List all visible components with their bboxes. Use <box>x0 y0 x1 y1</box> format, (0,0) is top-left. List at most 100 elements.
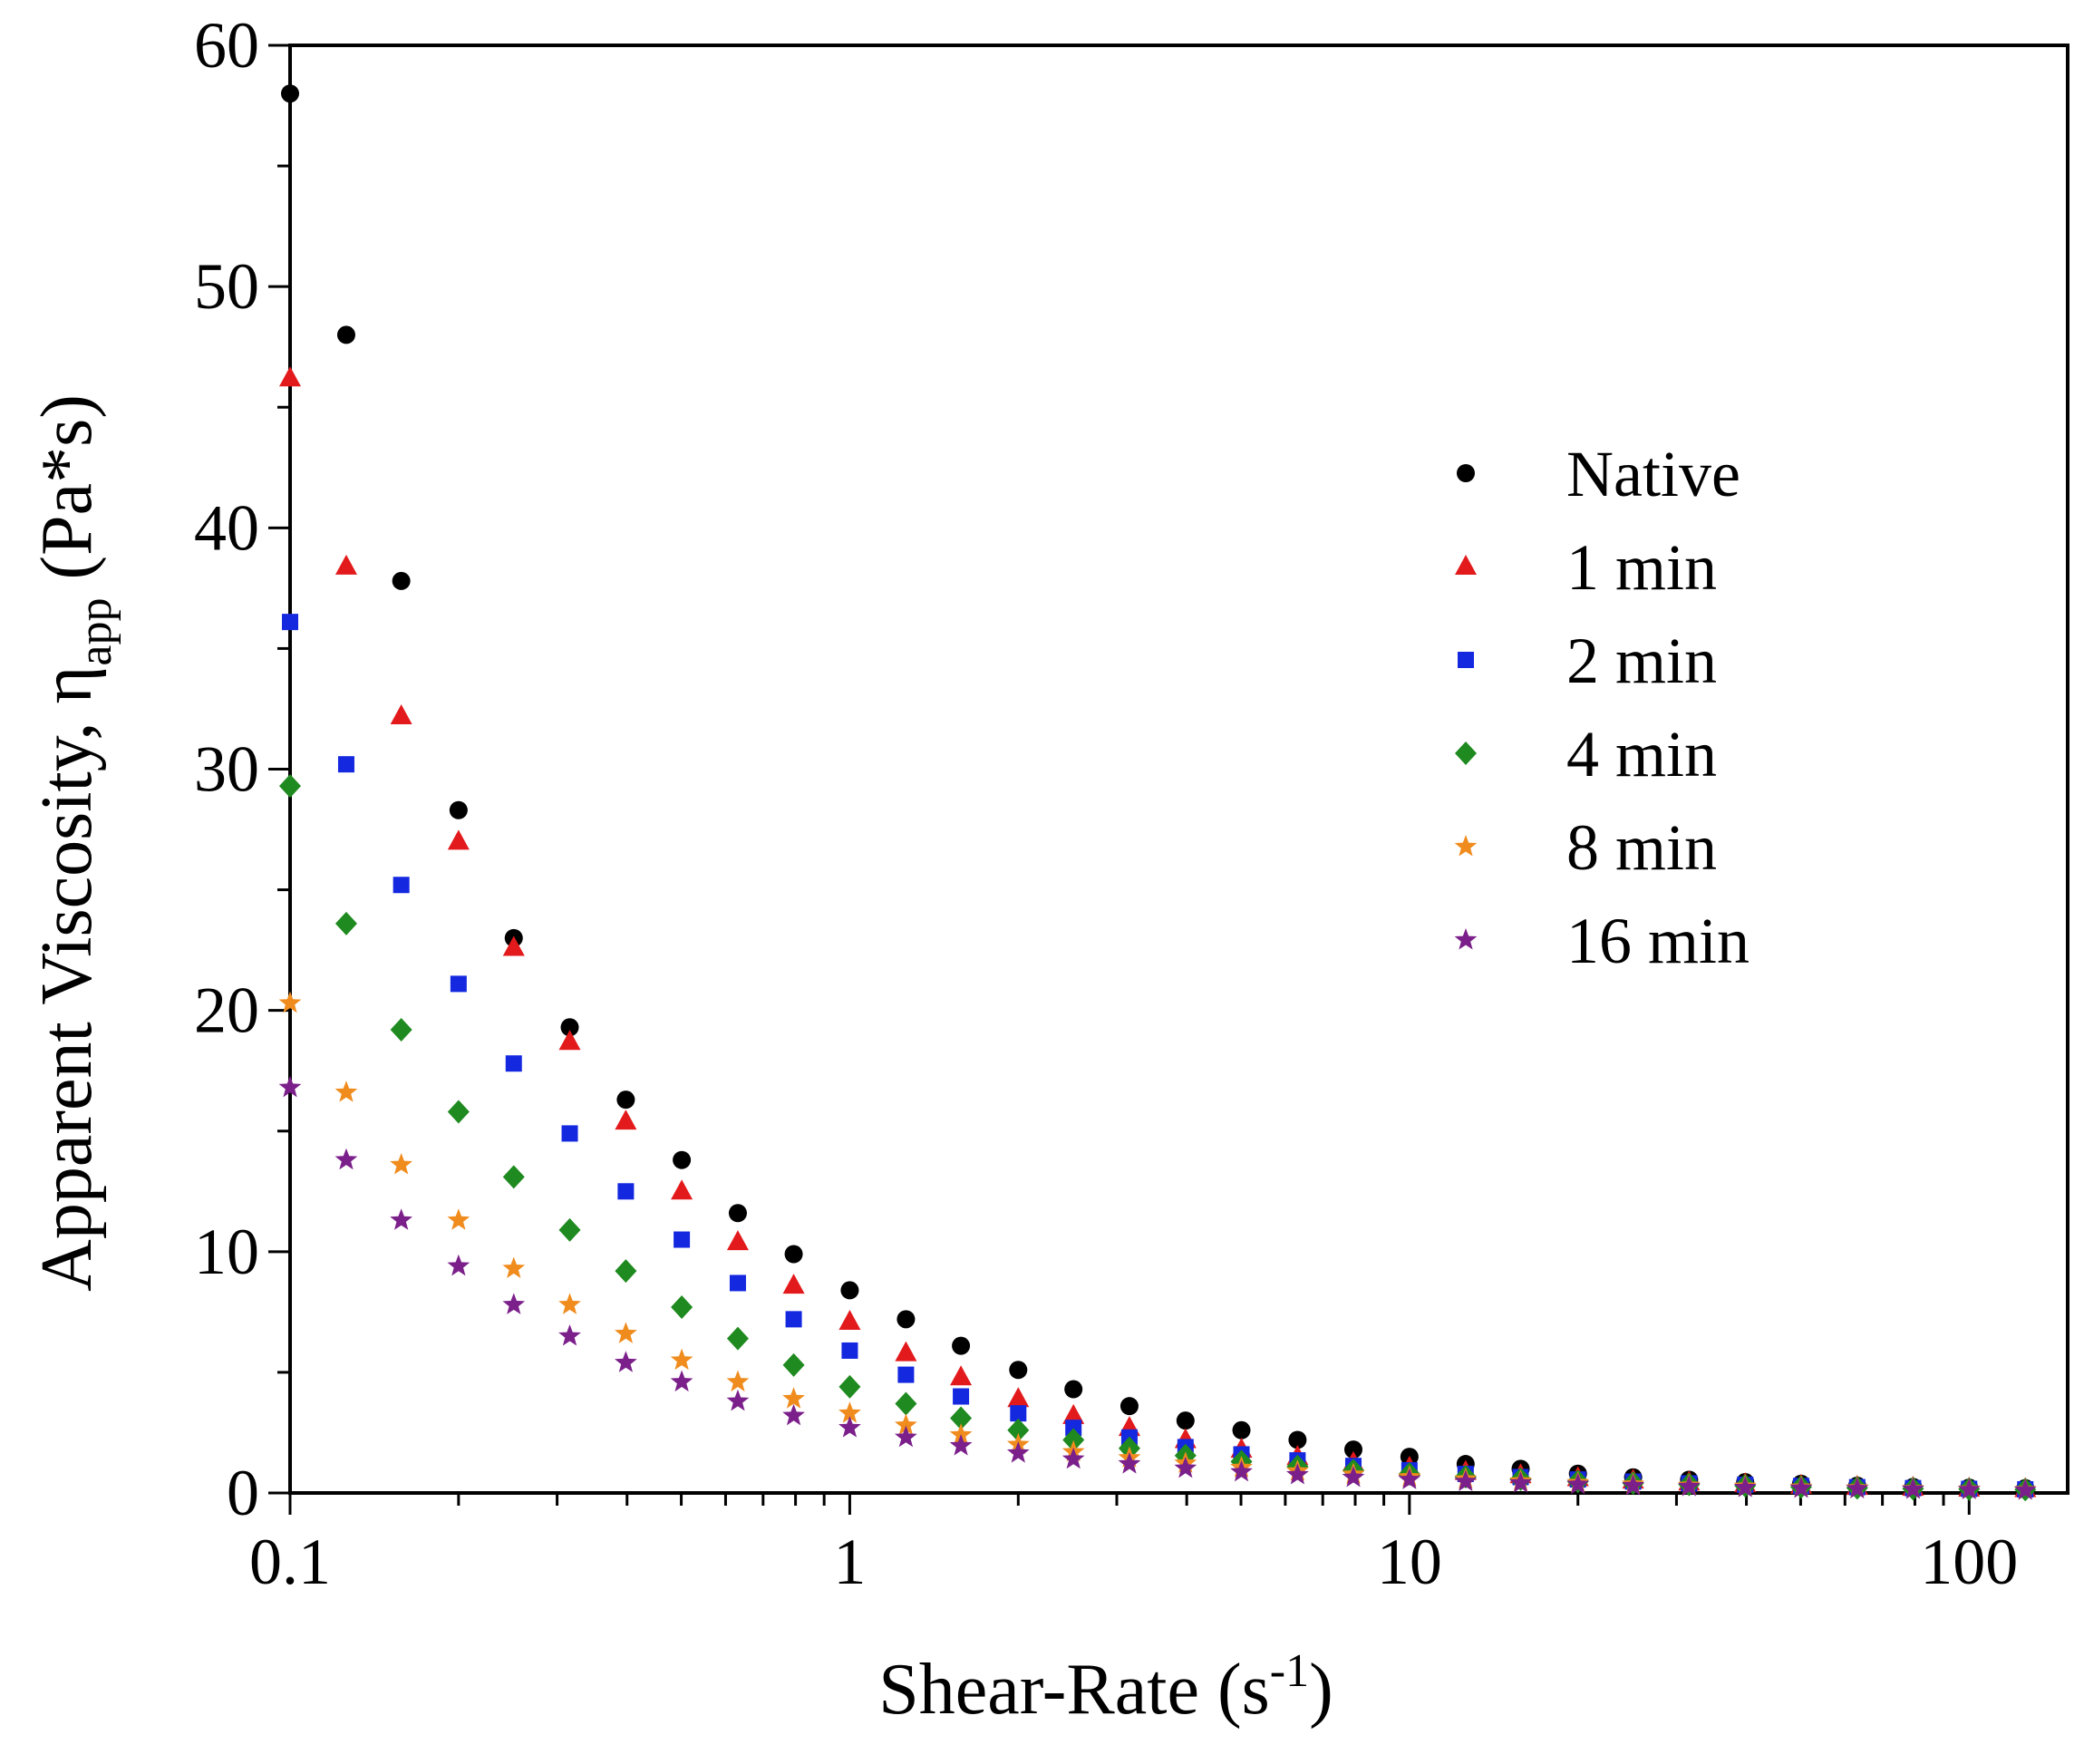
legend-marker <box>1458 652 1474 668</box>
data-point <box>337 756 354 773</box>
data-point <box>334 554 357 575</box>
legend-item: 1 min <box>1455 531 1717 604</box>
data-point <box>1733 1476 1757 1497</box>
data-point <box>502 1165 525 1189</box>
y-axis-ticks: 0 10 20 30 40 50 60 <box>194 9 290 1529</box>
data-point <box>1120 1397 1139 1416</box>
legend-marker <box>1455 555 1477 575</box>
data-point <box>726 1230 749 1251</box>
data-point <box>1678 1475 1701 1497</box>
data-point <box>1566 1472 1590 1495</box>
data-point <box>334 1148 358 1170</box>
data-point <box>1342 1465 1365 1488</box>
data-point <box>390 1153 413 1175</box>
x-tick-label: 0.1 <box>249 1526 331 1598</box>
x-tick-label: 10 <box>1377 1526 1442 1598</box>
data-point <box>615 1259 637 1284</box>
y-tick-label: 0 <box>227 1457 259 1529</box>
data-point <box>726 1370 750 1392</box>
data-point <box>1007 1387 1030 1408</box>
data-point <box>1902 1478 1924 1499</box>
data-point <box>671 1295 693 1320</box>
data-point <box>502 1293 526 1314</box>
legend-label: 8 min <box>1566 811 1717 884</box>
data-point <box>897 1366 915 1383</box>
data-point <box>558 1293 581 1314</box>
data-point <box>670 1348 693 1371</box>
data-point <box>729 1275 746 1292</box>
data-point <box>502 1256 526 1278</box>
data-point <box>1288 1430 1307 1449</box>
data-point <box>615 1110 637 1130</box>
series-2-min <box>282 614 2034 1498</box>
x-axis-title: Shear-Rate (s-1) <box>878 1645 1333 1730</box>
y-tick-label: 30 <box>194 733 259 806</box>
data-point <box>838 1374 861 1399</box>
data-point <box>390 703 412 724</box>
data-point <box>1454 1469 1478 1492</box>
data-point <box>392 571 411 590</box>
series-4-min <box>279 774 2037 1502</box>
data-point <box>334 911 357 935</box>
data-point <box>447 1254 470 1276</box>
data-point <box>558 1030 581 1051</box>
y-tick-label: 50 <box>194 250 259 323</box>
data-point <box>1174 1456 1197 1478</box>
data-point <box>840 1281 859 1300</box>
data-point <box>561 1125 578 1142</box>
plot-border <box>288 44 2069 1495</box>
data-point <box>838 1416 861 1438</box>
data-point <box>895 1425 917 1448</box>
data-point <box>393 877 410 894</box>
data-point <box>282 614 298 631</box>
data-point <box>1230 1459 1253 1482</box>
data-point <box>785 1311 802 1328</box>
data-point <box>1061 1447 1085 1469</box>
data-point <box>334 1081 358 1102</box>
data-point <box>1009 1361 1028 1380</box>
data-point <box>1062 1403 1085 1424</box>
data-point <box>1846 1477 1869 1498</box>
series-8-min <box>278 991 2037 1500</box>
data-point <box>950 1365 973 1386</box>
legend-marker <box>1454 835 1478 857</box>
data-point <box>1176 1411 1195 1430</box>
data-point <box>1509 1471 1532 1493</box>
data-point <box>615 1351 637 1372</box>
data-point <box>1232 1420 1251 1439</box>
data-point <box>1010 1405 1027 1422</box>
data-point <box>615 1322 637 1343</box>
data-point <box>726 1326 749 1351</box>
plot-frame <box>288 44 2069 1495</box>
data-point <box>2013 1478 2037 1500</box>
legend-label: 2 min <box>1566 625 1717 697</box>
data-point <box>782 1274 805 1294</box>
data-point <box>616 1090 635 1110</box>
data-point <box>617 1183 635 1200</box>
data-point <box>671 1179 693 1200</box>
data-point <box>390 1208 413 1230</box>
data-point <box>670 1370 693 1392</box>
y-tick-label: 40 <box>194 491 259 564</box>
legend-marker <box>1454 928 1478 950</box>
data-point <box>1398 1468 1421 1489</box>
legend-item: Native <box>1457 438 1740 510</box>
legend: Native 1 min 2 min 4 min 8 min 16 min <box>1454 438 1750 977</box>
legend-item: 8 min <box>1454 811 1717 884</box>
data-point <box>449 800 468 819</box>
data-point <box>447 1208 470 1230</box>
data-point <box>560 1018 579 1037</box>
legend-marker <box>1455 741 1477 765</box>
data-point <box>281 84 299 103</box>
x-tick-label: 1 <box>833 1526 866 1598</box>
data-point <box>558 1217 581 1242</box>
data-point <box>279 366 301 387</box>
data-point <box>728 1204 747 1223</box>
series-16-min <box>278 1075 2037 1500</box>
data-point <box>1064 1380 1083 1399</box>
legend-item: 2 min <box>1458 625 1717 697</box>
data-point <box>1622 1474 1644 1496</box>
data-point <box>673 1150 692 1169</box>
data-point <box>953 1388 970 1405</box>
